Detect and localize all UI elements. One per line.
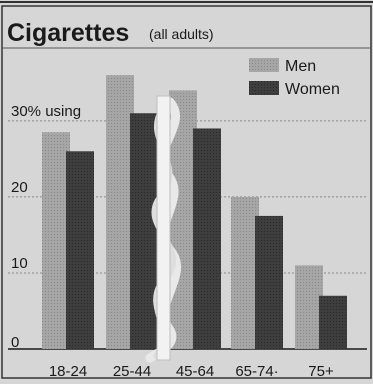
- chart-title: Cigarettes: [7, 19, 129, 47]
- legend-swatch-women: [249, 81, 279, 95]
- legend-label-men: Men: [285, 58, 316, 75]
- x-tick-label: 45-64: [176, 363, 214, 380]
- chart-subtitle: (all adults): [149, 26, 214, 42]
- bar-women-75+: [319, 295, 347, 349]
- bar-men-75+: [295, 265, 323, 349]
- bar-men-65-74: [231, 196, 259, 349]
- y-tick-label: 20: [11, 179, 28, 196]
- x-tick-label: 75+: [308, 363, 334, 380]
- bar-women-45-64: [193, 128, 221, 349]
- x-tick-label: 25-44: [113, 363, 151, 380]
- bar-men-18-24: [42, 132, 70, 349]
- bar-women-65-74: [255, 215, 283, 349]
- x-tick-label: 65-74·: [235, 363, 278, 380]
- legend-label-women: Women: [285, 81, 340, 98]
- cigarette-smoke-icon: [145, 95, 181, 363]
- y-tick-label: 10: [11, 255, 28, 272]
- bar-men-25-44: [106, 75, 134, 350]
- chart-frame: [1, 5, 372, 379]
- bar-women-25-44: [130, 113, 158, 349]
- legend-swatch-men: [249, 58, 279, 72]
- bar-women-18-24: [66, 151, 94, 349]
- y-tick-label: 30% using: [11, 103, 81, 120]
- y-tick-label: 0: [11, 334, 19, 351]
- x-tick-label: 18-24: [49, 363, 87, 380]
